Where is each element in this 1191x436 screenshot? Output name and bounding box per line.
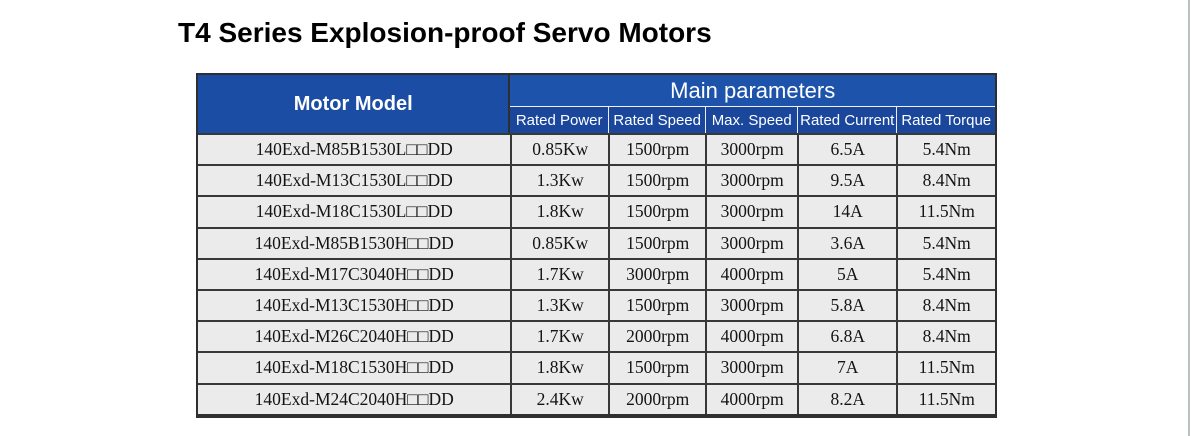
header-rated-torque: Rated Torque	[896, 107, 995, 133]
cell-rated-speed: 3000rpm	[607, 257, 706, 289]
cell-rated-speed: 1500rpm	[607, 351, 706, 383]
cell-rated-torque: 11.5Nm	[896, 382, 995, 414]
header-rated-speed: Rated Speed	[607, 107, 706, 133]
cell-rated-torque: 8.4Nm	[896, 320, 995, 352]
cell-rated-torque: 11.5Nm	[896, 195, 995, 227]
cell-motor-model: 140Exd-M85B1530L□□DD	[198, 133, 511, 165]
cell-rated-power: 0.85Kw	[510, 133, 608, 165]
cell-rated-torque: 5.4Nm	[896, 226, 995, 258]
cell-max-speed: 3000rpm	[705, 195, 797, 227]
cell-max-speed: 4000rpm	[705, 257, 797, 289]
header-motor-model: Motor Model	[198, 75, 511, 133]
cell-rated-speed: 1500rpm	[607, 226, 706, 258]
cell-motor-model: 140Exd-M18C1530L□□DD	[198, 195, 511, 227]
cell-rated-power: 1.7Kw	[510, 320, 608, 352]
cell-motor-model: 140Exd-M85B1530H□□DD	[198, 226, 511, 258]
cell-max-speed: 3000rpm	[705, 288, 797, 321]
header-main-parameters: Main parameters	[510, 75, 995, 107]
cell-rated-torque: 8.4Nm	[896, 288, 995, 321]
cell-rated-speed: 1500rpm	[607, 164, 706, 196]
cell-rated-power: 1.3Kw	[510, 164, 608, 196]
cell-motor-model: 140Exd-M24C2040H□□DD	[198, 382, 511, 414]
cell-motor-model: 140Exd-M18C1530H□□DD	[198, 351, 511, 383]
cell-rated-current: 8.2A	[796, 382, 897, 414]
cell-rated-speed: 1500rpm	[607, 195, 706, 227]
cell-max-speed: 3000rpm	[705, 226, 797, 258]
cell-motor-model: 140Exd-M26C2040H□□DD	[198, 320, 511, 352]
cell-rated-power: 1.7Kw	[510, 257, 608, 289]
cell-rated-power: 1.8Kw	[510, 195, 608, 227]
cell-rated-power: 1.8Kw	[510, 351, 608, 383]
page-title: T4 Series Explosion-proof Servo Motors	[178, 17, 712, 48]
cell-rated-power: 0.85Kw	[510, 226, 608, 258]
cell-rated-speed: 1500rpm	[607, 133, 706, 165]
cell-rated-power: 1.3Kw	[510, 288, 608, 321]
cell-rated-current: 3.6A	[796, 226, 897, 258]
header-rated-current: Rated Current	[796, 107, 897, 133]
cell-max-speed: 4000rpm	[705, 320, 797, 352]
cell-max-speed: 4000rpm	[705, 382, 797, 414]
cell-rated-speed: 2000rpm	[607, 320, 706, 352]
cell-rated-current: 6.5A	[796, 133, 897, 165]
header-rated-power: Rated Power	[510, 107, 608, 133]
cell-motor-model: 140Exd-M13C1530H□□DD	[198, 288, 511, 321]
motor-parameters-table: Motor Model Main parameters Rated Power …	[196, 73, 997, 418]
cell-motor-model: 140Exd-M17C3040H□□DD	[198, 257, 511, 289]
cell-rated-torque: 5.4Nm	[896, 257, 995, 289]
cell-rated-power: 2.4Kw	[510, 382, 608, 414]
cell-rated-current: 9.5A	[796, 164, 897, 196]
cell-rated-current: 5A	[796, 257, 897, 289]
header-max-speed: Max. Speed	[705, 107, 797, 133]
cell-max-speed: 3000rpm	[705, 164, 797, 196]
cell-rated-torque: 8.4Nm	[896, 164, 995, 196]
cell-rated-current: 7A	[796, 351, 897, 383]
page-edge-line	[1188, 0, 1190, 436]
cell-max-speed: 3000rpm	[705, 133, 797, 165]
cell-rated-current: 5.8A	[796, 288, 897, 321]
cell-rated-speed: 1500rpm	[607, 288, 706, 321]
cell-rated-current: 14A	[796, 195, 897, 227]
cell-rated-current: 6.8A	[796, 320, 897, 352]
cell-rated-speed: 2000rpm	[607, 382, 706, 414]
cell-motor-model: 140Exd-M13C1530L□□DD	[198, 164, 511, 196]
cell-rated-torque: 5.4Nm	[896, 133, 995, 165]
cell-max-speed: 3000rpm	[705, 351, 797, 383]
cell-rated-torque: 11.5Nm	[896, 351, 995, 383]
